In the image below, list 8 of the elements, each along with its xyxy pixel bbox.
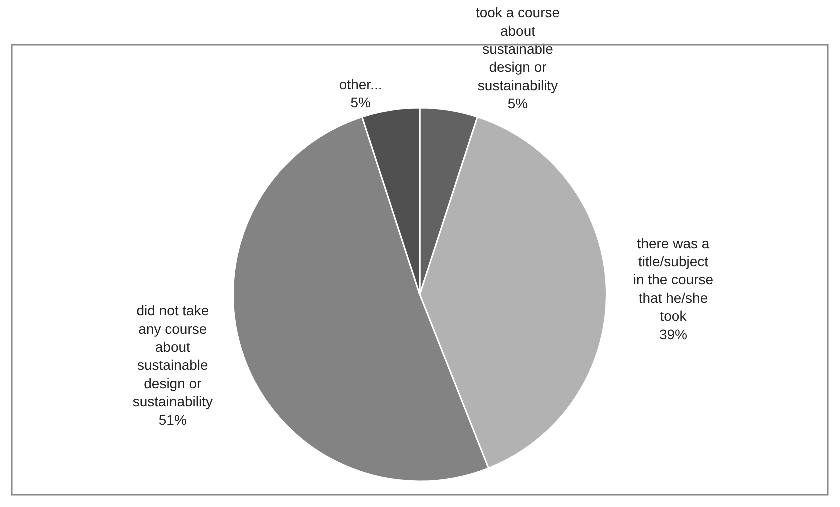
- slice-label: there was a title/subject in the course that he/she took: [633, 235, 714, 324]
- slice-label: took a course about sustainable design or sustainability: [476, 4, 560, 94]
- data-label: 5%: [508, 96, 528, 112]
- data-label: 5%: [350, 94, 371, 111]
- slice-label: did not take any course about sustainable design or sustainability: [132, 302, 213, 410]
- data-label: 51%: [158, 412, 187, 428]
- data-label: 39%: [659, 326, 688, 342]
- slice-label: other...: [339, 76, 382, 93]
